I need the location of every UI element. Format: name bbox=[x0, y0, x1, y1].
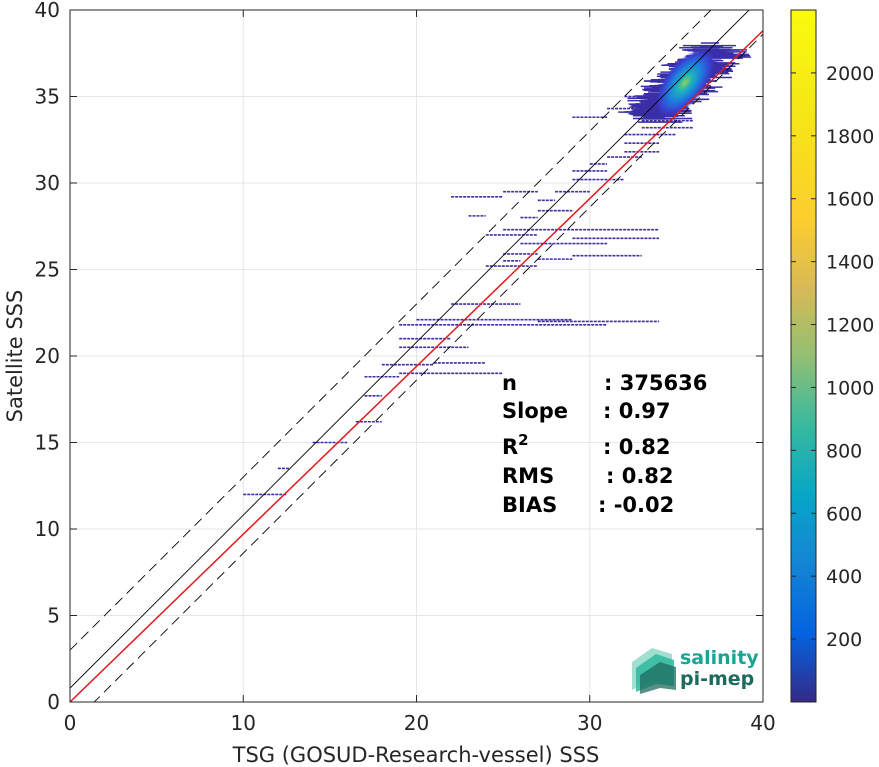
y-tick-label: 40 bbox=[35, 0, 60, 22]
y-tick-label: 5 bbox=[47, 604, 60, 628]
x-tick-label: 30 bbox=[577, 711, 602, 735]
colorbar-tick-label: 1400 bbox=[826, 252, 874, 274]
stat-value: : 0.82 bbox=[606, 464, 674, 488]
colorbar bbox=[790, 9, 817, 703]
colorbar-tick-label: 800 bbox=[826, 440, 862, 462]
x-axis-label: TSG (GOSUD-Research-vessel) SSS bbox=[232, 743, 600, 767]
density-peak bbox=[655, 48, 715, 117]
colorbar-tick-label: 2000 bbox=[826, 63, 874, 85]
colorbar-tick-label: 1000 bbox=[826, 377, 874, 399]
stat-value: : 375636 bbox=[604, 371, 707, 395]
x-tick-label: 10 bbox=[231, 711, 256, 735]
lower-dashed-line bbox=[93, 33, 763, 702]
one-to-one-line bbox=[70, 10, 750, 689]
y-tick-label: 25 bbox=[35, 258, 60, 282]
y-tick-label: 0 bbox=[47, 690, 60, 714]
x-axis: 0 10 20 30 40 bbox=[64, 10, 776, 735]
stat-label: n bbox=[502, 371, 517, 395]
colorbar-tick-label: 400 bbox=[826, 566, 862, 588]
colorbar-tick-label: 600 bbox=[826, 503, 862, 525]
stat-label: RMS bbox=[502, 464, 554, 488]
y-tick-label: 30 bbox=[35, 171, 60, 195]
salinity-pi-mep-logo: salinity pi-mep bbox=[632, 647, 759, 694]
stat-value: : 0.82 bbox=[603, 435, 671, 459]
colorbar-tick-label: 200 bbox=[826, 629, 862, 651]
x-tick-label: 40 bbox=[750, 711, 775, 735]
y-axis-label: Satellite SSS bbox=[3, 290, 27, 423]
wave-logo-icon bbox=[632, 648, 676, 694]
colorbar-ticks: 200 400 600 800 1000 1200 1400 1600 1800 2000 bbox=[791, 63, 874, 651]
colorbar-tick-label: 1200 bbox=[826, 315, 874, 337]
reference-lines bbox=[70, 10, 763, 702]
y-axis: 0 5 10 15 20 25 30 35 40 bbox=[35, 0, 763, 714]
x-tick-label: 0 bbox=[64, 711, 77, 735]
upper-dashed-line bbox=[70, 10, 712, 651]
colorbar-tick-label: 1800 bbox=[826, 126, 874, 148]
stat-value: : -0.02 bbox=[598, 493, 674, 517]
x-tick-label: 20 bbox=[404, 711, 429, 735]
logo-line2: pi-mep bbox=[680, 668, 754, 690]
regression-line bbox=[70, 30, 763, 702]
density-scatter bbox=[243, 42, 751, 496]
colorbar-tick-label: 1600 bbox=[826, 189, 874, 211]
y-tick-label: 35 bbox=[35, 85, 60, 109]
logo-line1: salinity bbox=[680, 647, 759, 669]
y-tick-label: 20 bbox=[35, 344, 60, 368]
stat-value: : 0.97 bbox=[603, 399, 671, 423]
y-tick-label: 10 bbox=[35, 517, 60, 541]
stat-label: BIAS bbox=[502, 493, 557, 517]
y-tick-label: 15 bbox=[35, 431, 60, 455]
stat-label: Slope bbox=[502, 399, 568, 423]
